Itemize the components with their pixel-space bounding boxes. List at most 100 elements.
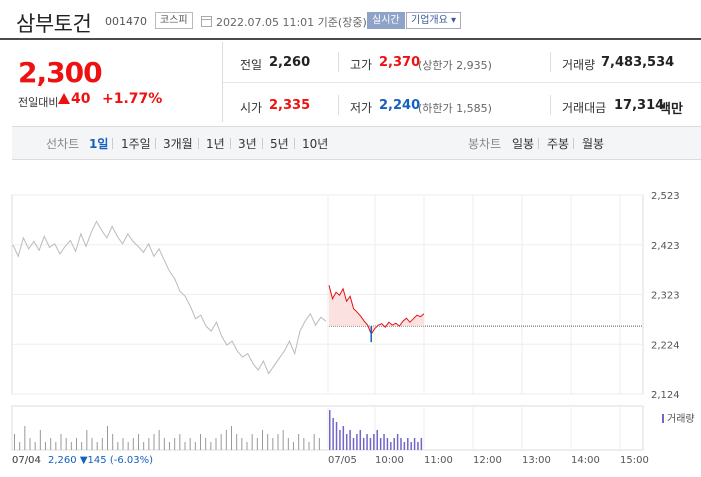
tab-3month[interactable]: 3개월 <box>163 137 193 151</box>
up-triangle-icon <box>58 93 70 104</box>
y-axis-labels: 2,523 2,423 2,323 2,224 2,124 <box>651 191 680 401</box>
volume-bar <box>332 418 334 450</box>
volume-bar <box>96 442 98 450</box>
x-tick-label: 10:00 <box>375 455 404 466</box>
change-value: 40 <box>58 91 90 107</box>
volume-bar <box>122 438 124 450</box>
hover-info: 07/04 2,260 ▼145 (-6.03%) <box>12 455 153 466</box>
today-area <box>329 285 424 335</box>
tab-1week[interactable]: 1주일 <box>121 137 151 151</box>
prev-day-line <box>12 220 327 375</box>
volume-swatch <box>662 414 664 423</box>
tab-weekly-candle[interactable]: 주봉 <box>547 137 570 151</box>
volume-label: 거래량 <box>562 58 596 72</box>
tab-separator <box>573 138 574 149</box>
volume-bar <box>383 434 385 450</box>
volume-bar <box>339 430 341 450</box>
volume-bar <box>163 438 165 450</box>
volume-bar <box>14 434 15 450</box>
volume-bar <box>19 442 21 450</box>
change-amount: 40 <box>71 91 91 107</box>
stock-name: 삼부토건 <box>16 12 92 36</box>
volume-bar <box>390 442 392 450</box>
price-chart[interactable]: 2,523 2,423 2,323 2,224 2,124 07/04 07/05 10:0… <box>0 160 701 477</box>
tab-daily-candle[interactable]: 일봉 <box>512 137 535 151</box>
volume-bar <box>410 442 412 450</box>
volume-bar <box>76 438 77 450</box>
volume-bar <box>210 442 212 450</box>
stock-code: 001470 <box>105 15 147 28</box>
volume-bar <box>205 438 207 450</box>
volume-bar <box>138 434 139 450</box>
volume-bar <box>282 430 284 450</box>
volume-bar <box>393 438 395 450</box>
volume-bar <box>107 426 108 450</box>
volume-bar <box>267 434 269 450</box>
volume-bar <box>413 438 416 450</box>
trade-amount-unit: 백만 <box>659 102 683 117</box>
volume-bar <box>356 434 358 450</box>
y-tick-label: 2,323 <box>651 291 680 302</box>
y-tick-label: 2,224 <box>651 340 680 351</box>
tab-1day[interactable]: 1일 <box>89 137 109 151</box>
tab-monthly-candle[interactable]: 월봉 <box>582 137 605 151</box>
tab-5year[interactable]: 5년 <box>270 137 289 151</box>
col-separator <box>550 52 551 72</box>
col-separator <box>338 95 339 115</box>
volume-bar <box>179 434 181 450</box>
volume-bar <box>169 442 170 450</box>
low-label: 저가 <box>350 101 373 115</box>
volume-bar <box>277 434 279 450</box>
x-tick-label: 11:00 <box>424 455 453 466</box>
corp-info-dropdown[interactable]: 기업개요 ▾ <box>406 12 462 29</box>
volume-bar <box>81 442 83 450</box>
volume-bar <box>112 434 114 450</box>
tab-separator <box>294 138 295 149</box>
x-tick-label: 07/04 <box>12 455 41 466</box>
volume-bar <box>373 434 375 450</box>
volume-bar <box>50 438 52 450</box>
tab-10year[interactable]: 10년 <box>302 137 329 151</box>
today-series <box>328 285 643 343</box>
volume-bar <box>86 430 88 450</box>
prev-day-series <box>12 220 327 375</box>
volume-bar <box>231 426 232 450</box>
volume-bar <box>45 442 46 450</box>
volume-bar <box>359 430 362 450</box>
volume-value: 7,483,534 <box>601 55 675 70</box>
timestamp: 2022.07.05 11:01 기준(장중) <box>216 16 367 29</box>
tab-3year[interactable]: 3년 <box>238 137 257 151</box>
trade-amount-value: 17,314 <box>614 98 665 113</box>
lower-limit: (하한가 1,585) <box>418 102 492 115</box>
volume-bar <box>407 438 409 450</box>
prev-close-value: 2,260 <box>269 55 311 70</box>
volume-bar <box>349 430 351 450</box>
volume-bar <box>318 438 320 450</box>
high-value: 2,370 <box>379 55 421 70</box>
volume-bar <box>256 438 258 450</box>
info-price: 2,260 <box>48 455 77 466</box>
volume-bar <box>420 438 423 450</box>
volume-legend-label: 거래량 <box>667 414 695 425</box>
tab-1year[interactable]: 1년 <box>206 137 225 151</box>
info-date: 07/04 <box>12 455 41 466</box>
stock-header <box>0 0 701 40</box>
row-separator <box>223 82 701 83</box>
realtime-button[interactable]: 실시간 <box>367 12 405 29</box>
col-separator <box>550 95 551 115</box>
info-pct: (-6.03%) <box>109 455 154 466</box>
upper-limit: (상한가 2,935) <box>418 59 492 72</box>
volume-bar <box>376 430 378 450</box>
volume-bar <box>117 442 119 450</box>
x-tick-label: 07/05 <box>328 455 357 466</box>
market-badge: 코스피 <box>155 12 193 29</box>
volume-bar <box>386 438 389 450</box>
high-label: 고가 <box>350 58 373 72</box>
x-tick-label: 14:00 <box>571 455 600 466</box>
open-label: 시가 <box>240 101 263 115</box>
low-value: 2,240 <box>379 98 421 113</box>
open-value: 2,335 <box>269 98 311 113</box>
volume-bar <box>220 434 222 450</box>
volume-bar <box>39 430 41 450</box>
volume-bar <box>101 438 103 450</box>
